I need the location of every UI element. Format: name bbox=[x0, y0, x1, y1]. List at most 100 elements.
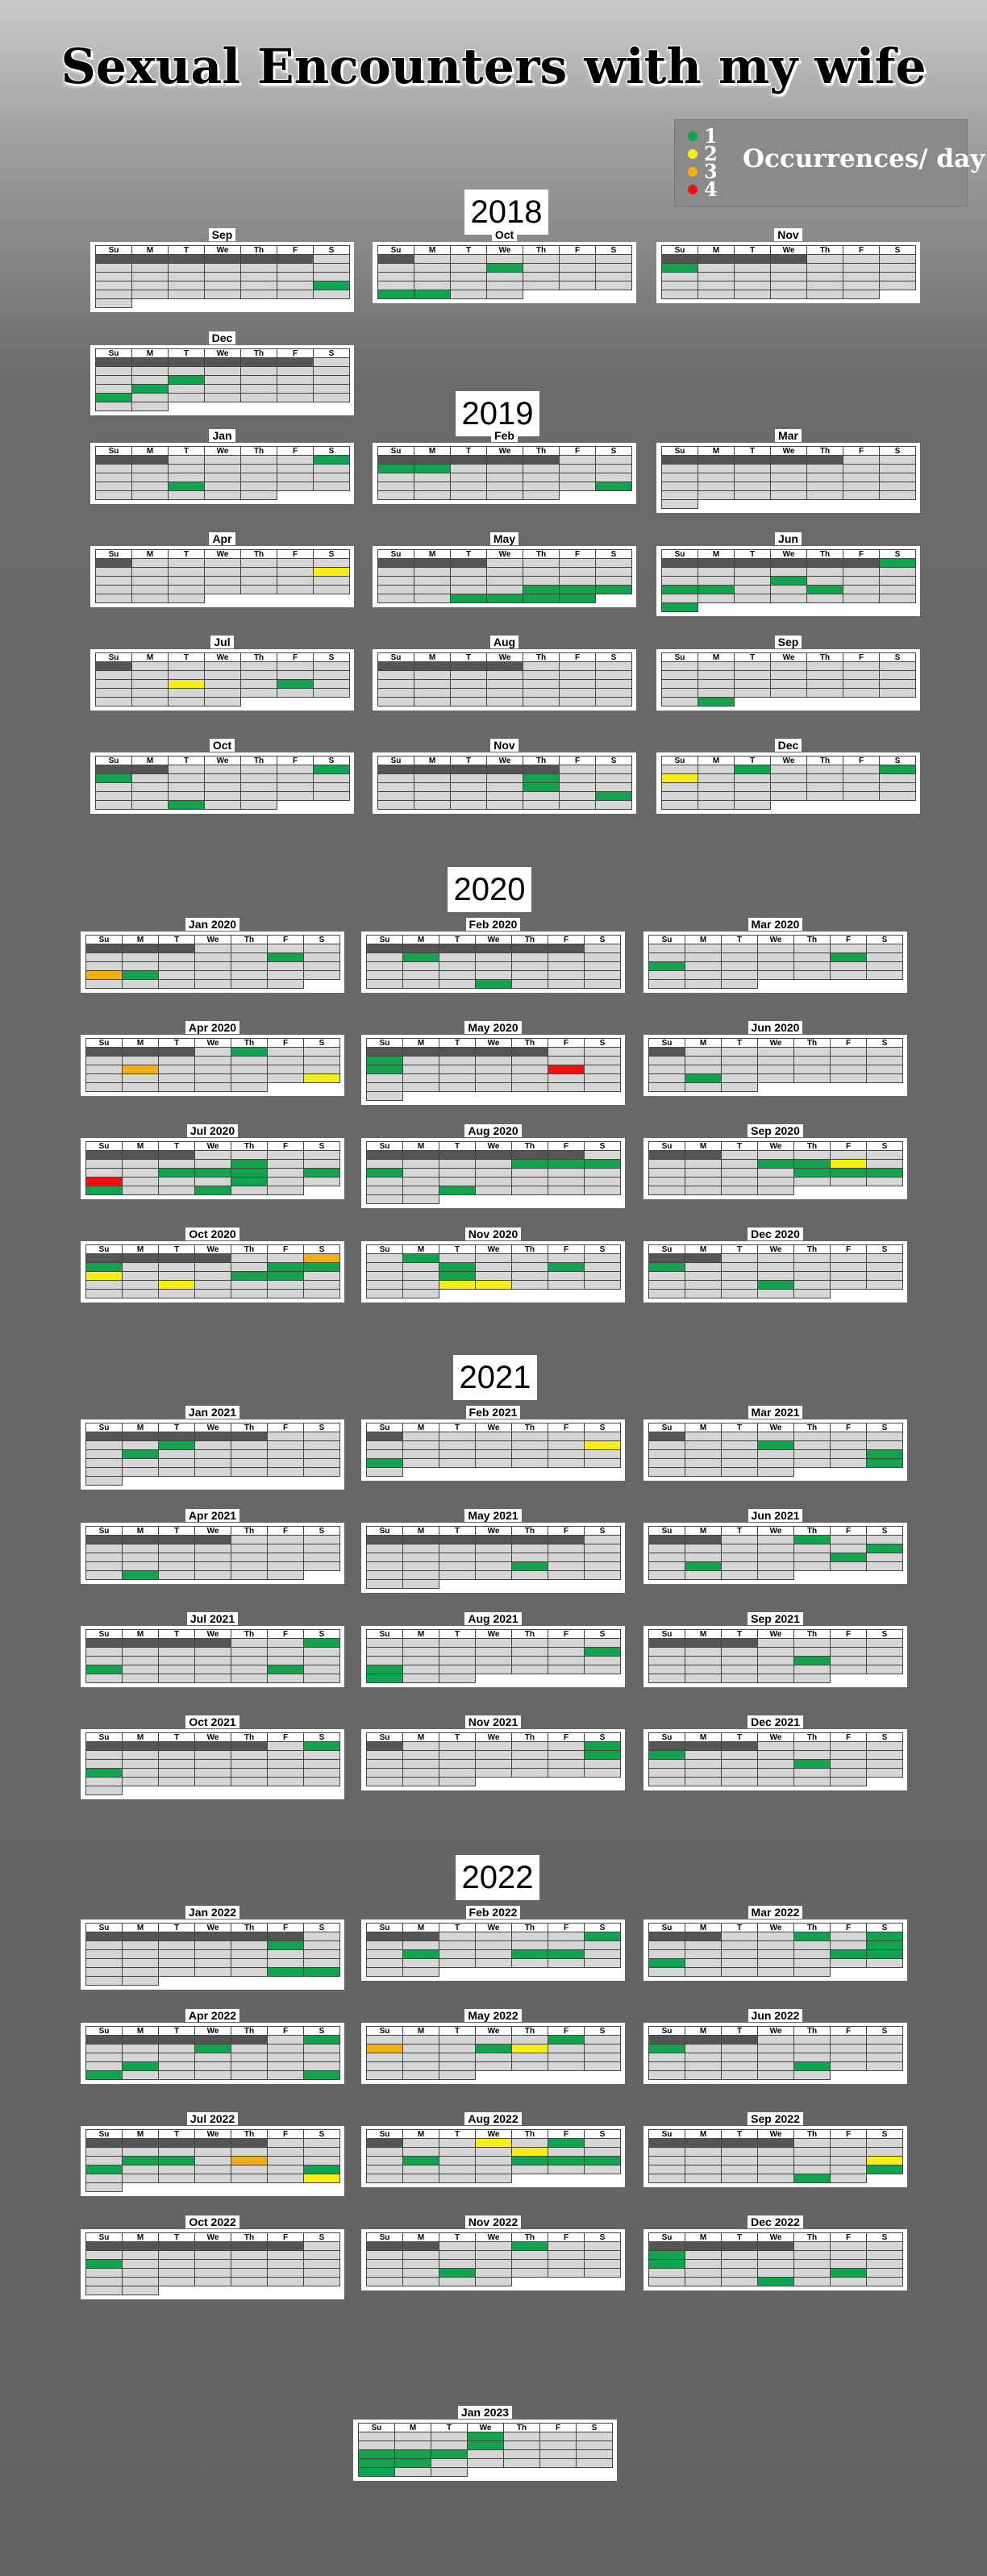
day-cell bbox=[431, 2467, 468, 2477]
month-calendar: Jan 2023 Su M T We Th F S bbox=[353, 2406, 617, 2481]
day-cell bbox=[793, 1289, 831, 1298]
day-cell-active bbox=[122, 1570, 159, 1580]
day-cell bbox=[204, 800, 241, 810]
legend-dot-2 bbox=[688, 149, 698, 159]
month-name: Jul bbox=[90, 635, 354, 649]
day-cell bbox=[240, 490, 277, 500]
day-cell bbox=[757, 1570, 794, 1580]
day-cell bbox=[366, 1579, 403, 1589]
day-cell bbox=[168, 393, 205, 402]
day-cell bbox=[194, 1082, 231, 1092]
day-cell bbox=[734, 688, 771, 698]
day-cell bbox=[402, 1674, 439, 1683]
day-cell bbox=[204, 585, 241, 594]
day-cell bbox=[685, 1674, 722, 1683]
day-cell bbox=[231, 1570, 268, 1580]
day-cell bbox=[866, 2061, 903, 2071]
day-cell bbox=[131, 594, 169, 603]
month-name: Dec 2020 bbox=[643, 1227, 907, 1241]
day-cell bbox=[584, 1458, 621, 1468]
day-cell-active bbox=[523, 594, 560, 603]
day-cell bbox=[85, 2182, 123, 2192]
month-calendar: Oct 2022 Su M T We Th F S bbox=[81, 2215, 344, 2299]
day-cell bbox=[158, 1289, 195, 1298]
day-cell bbox=[439, 1674, 476, 1683]
month-name: Nov 2021 bbox=[361, 1715, 625, 1729]
month-name: Oct bbox=[90, 738, 354, 752]
day-cell bbox=[757, 2070, 794, 2080]
day-cell bbox=[439, 1082, 476, 1092]
month-name: Sep 2022 bbox=[643, 2111, 907, 2126]
day-cell bbox=[793, 1777, 831, 1786]
day-cell bbox=[843, 791, 880, 801]
day-cell bbox=[757, 2174, 794, 2183]
legend-value-4: 4 bbox=[704, 177, 718, 201]
day-cell bbox=[402, 1289, 439, 1298]
month-calendar: Nov Su M T We Th F S bbox=[656, 228, 920, 303]
day-cell bbox=[486, 697, 523, 707]
day-cell bbox=[267, 2070, 304, 2080]
day-cell bbox=[757, 1777, 794, 1786]
month-calendar: Jul 2020 Su M T We Th F S bbox=[81, 1124, 344, 1199]
month-calendar: Sep 2021 Su M T We Th F S bbox=[643, 1612, 907, 1687]
day-cell bbox=[793, 1073, 831, 1083]
month-calendar: Aug Su M T We Th F S bbox=[373, 636, 636, 711]
day-cell bbox=[158, 1186, 195, 1195]
day-cell-active bbox=[303, 1967, 340, 1977]
day-cell-active bbox=[486, 594, 523, 603]
day-cell bbox=[122, 1082, 159, 1092]
day-cell-active bbox=[698, 697, 735, 707]
month-name: Apr 2021 bbox=[81, 1508, 344, 1523]
month-name: Apr bbox=[90, 531, 354, 546]
day-cell bbox=[366, 1777, 403, 1786]
day-cell bbox=[721, 1082, 758, 1092]
day-cell bbox=[830, 970, 867, 980]
day-cell bbox=[194, 979, 231, 989]
day-cell bbox=[511, 1458, 548, 1468]
day-cell bbox=[158, 1967, 195, 1977]
month-calendar: Aug 2021 Su M T We Th F S bbox=[361, 1612, 625, 1687]
day-cell-active bbox=[303, 1073, 340, 1083]
day-cell bbox=[402, 2174, 439, 2183]
month-calendar: Jun Su M T We Th F S bbox=[656, 532, 920, 616]
day-cell bbox=[240, 585, 277, 594]
day-cell bbox=[661, 290, 698, 299]
day-cell bbox=[168, 290, 205, 299]
day-cell bbox=[661, 800, 698, 810]
month-name: Jul 2021 bbox=[81, 1611, 344, 1626]
day-cell bbox=[231, 1186, 268, 1195]
day-cell bbox=[158, 1777, 195, 1786]
month-name: Dec bbox=[90, 331, 354, 345]
month-name: Dec 2021 bbox=[643, 1715, 907, 1729]
day-cell bbox=[685, 1186, 722, 1195]
day-cell bbox=[486, 800, 523, 810]
day-cell bbox=[475, 1665, 512, 1674]
day-cell bbox=[548, 1186, 585, 1195]
day-cell bbox=[194, 2070, 231, 2080]
day-cell bbox=[439, 1777, 476, 1786]
day-cell bbox=[168, 594, 205, 603]
day-cell bbox=[95, 594, 132, 603]
day-cell bbox=[231, 2174, 268, 2183]
day-cell-active bbox=[267, 1967, 304, 1977]
day-cell bbox=[402, 1194, 439, 1204]
day-cell bbox=[475, 1958, 512, 1968]
day-cell bbox=[194, 1289, 231, 1298]
day-cell bbox=[194, 1967, 231, 1977]
day-cell bbox=[757, 1289, 794, 1298]
day-cell bbox=[523, 800, 560, 810]
day-cell bbox=[830, 1177, 867, 1186]
day-cell bbox=[548, 1458, 585, 1468]
day-cell bbox=[793, 1458, 831, 1468]
month-calendar: Feb Su M T We Th F S bbox=[373, 429, 636, 504]
day-cell bbox=[830, 1958, 867, 1968]
day-cell bbox=[584, 1186, 621, 1195]
year-label: 2018 bbox=[464, 190, 548, 235]
day-cell bbox=[830, 1561, 867, 1571]
day-cell bbox=[267, 1570, 304, 1580]
day-cell bbox=[757, 1674, 794, 1683]
legend-dot-4 bbox=[688, 185, 698, 194]
day-cell bbox=[721, 1570, 758, 1580]
day-cell bbox=[366, 979, 403, 989]
day-cell bbox=[648, 2070, 685, 2080]
